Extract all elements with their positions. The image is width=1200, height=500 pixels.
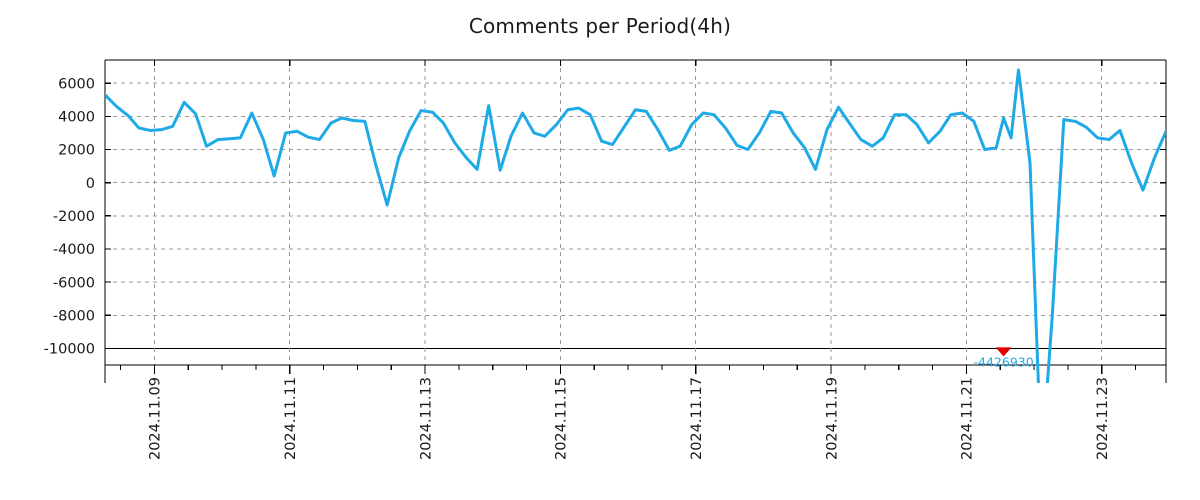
axis-frame — [104, 59, 1167, 383]
x-tick-label: 2024.11.09 — [148, 377, 164, 460]
y-tick-label: 4000 — [58, 110, 95, 126]
tick-marks — [105, 60, 1166, 374]
chart-title: Comments per Period(4h) — [468, 14, 732, 38]
x-tick-label: 2024.11.17 — [689, 377, 705, 460]
data-series — [105, 68, 1166, 383]
x-tick-label: 2024.11.15 — [554, 377, 570, 460]
y-tick-label: -2000 — [53, 209, 95, 225]
x-tick-label: 2024.11.23 — [1095, 377, 1111, 460]
y-tick-label: 2000 — [58, 143, 95, 159]
x-tick-label: 2024.11.19 — [824, 377, 840, 460]
y-tick-label: -10000 — [44, 342, 95, 358]
x-axis-labels: 2024.11.09 2024.11.11 2024.11.13 2024.11.15… — [148, 377, 1111, 460]
grid-layer — [105, 60, 1166, 365]
y-tick-label: -6000 — [53, 275, 95, 291]
y-tick-label: -8000 — [53, 308, 95, 324]
minimum-value-label: -4426930 — [974, 354, 1034, 369]
x-tick-label: 2024.11.13 — [418, 377, 434, 460]
y-tick-label: 0 — [86, 176, 95, 192]
annotation-layer: -4426930 — [974, 347, 1034, 369]
y-tick-label: -4000 — [53, 242, 95, 258]
x-tick-label: 2024.11.21 — [960, 377, 976, 460]
minimum-marker-icon — [995, 347, 1012, 357]
y-tick-label: 6000 — [58, 76, 95, 92]
x-tick-label: 2024.11.11 — [283, 377, 299, 460]
y-axis-labels: 6000 4000 2000 0 -2000 -4000 -6000 -8000 -10000 — [44, 76, 95, 357]
series-line — [105, 68, 1166, 383]
